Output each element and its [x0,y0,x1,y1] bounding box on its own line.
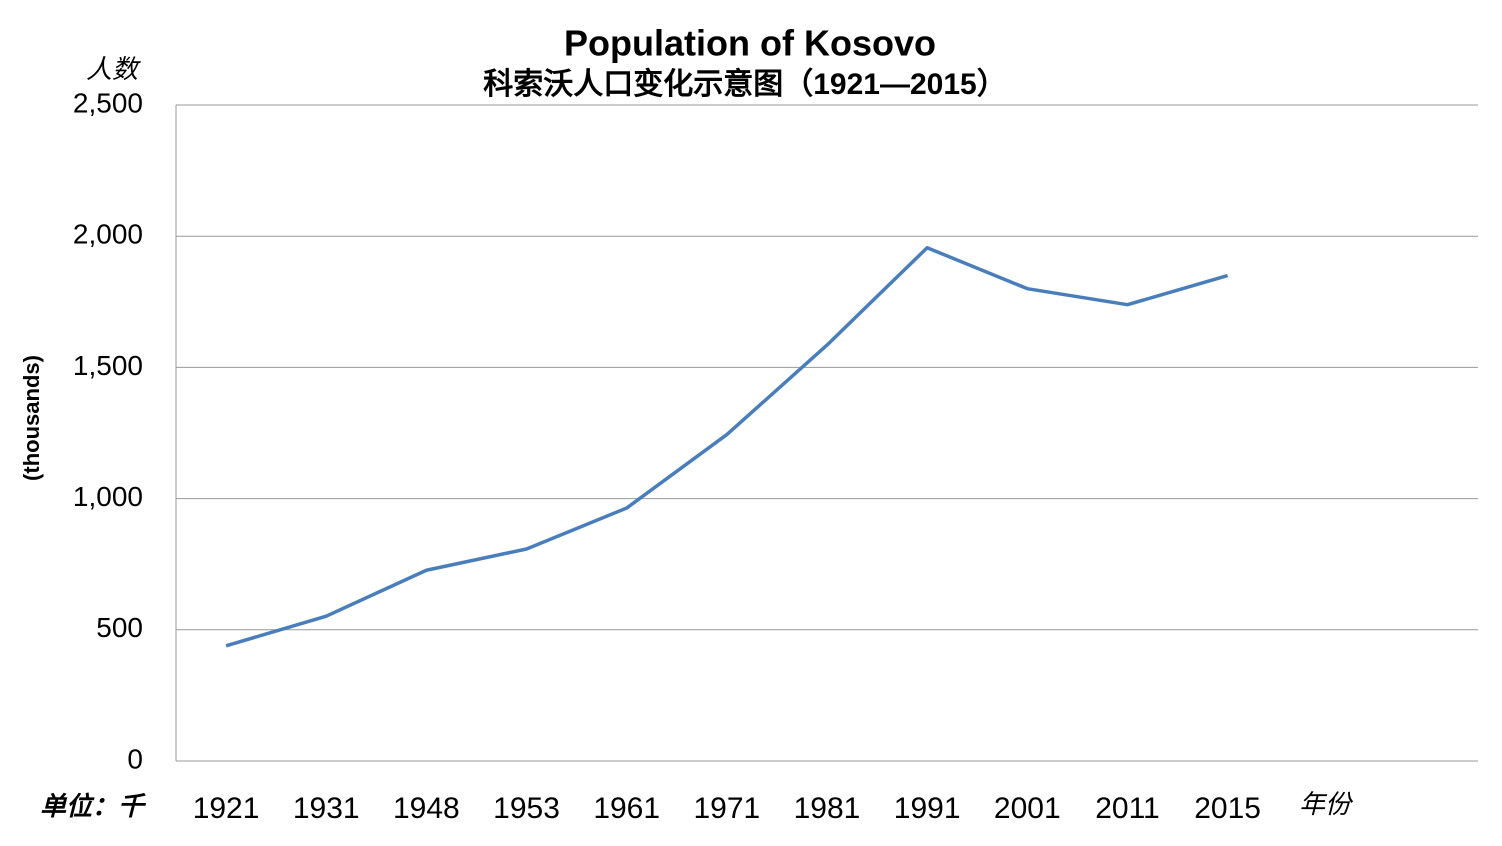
x-tick-label: 1948 [393,792,460,825]
chart-title: Population of Kosovo [564,23,936,64]
y-tick-label: 2,000 [73,219,143,250]
chart-subtitle: 科索沃人口变化示意图（1921—2015） [483,67,1006,101]
x-tick-label: 1991 [894,792,961,825]
y-tick-label: 0 [127,743,143,774]
x-tick-label: 1921 [193,792,260,825]
y-unit-note: 人数 [86,54,141,84]
x-tick-label: 1953 [493,792,560,825]
y-tick-label: 500 [96,612,143,643]
y-tick-label: 2,500 [73,87,143,118]
y-tick-label: 1,500 [73,350,143,381]
x-tick-label: 1961 [593,792,660,825]
data-line [225,245,1229,648]
x-tick-label: 2015 [1194,792,1261,825]
x-tick-label: 2001 [994,792,1061,825]
y-axis-label: (thousands) [19,355,44,481]
y-tick-label: 1,000 [73,481,143,512]
x-tick-label: 1981 [794,792,861,825]
x-tick-label: 2011 [1095,792,1160,825]
unit-note: 单位：千 [40,791,147,821]
x-axis-label: 年份 [1299,789,1354,819]
x-tick-label: 1971 [693,792,760,825]
x-tick-label: 1931 [293,792,360,825]
